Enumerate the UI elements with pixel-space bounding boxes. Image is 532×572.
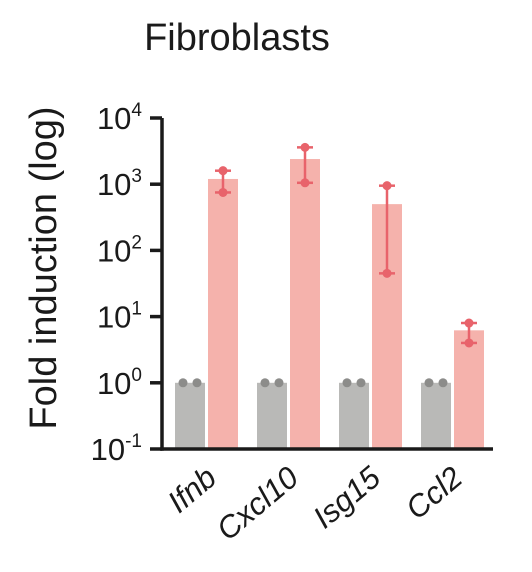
data-point-isg15-s1-1 <box>382 268 392 278</box>
data-point-cxcl10-s0-1 <box>274 378 284 388</box>
data-point-cxcl10-s0-0 <box>260 378 270 388</box>
y-tick-label-base: 10 <box>97 366 131 401</box>
bar-cxcl10-s0 <box>257 382 287 449</box>
y-tick-label-base: 10 <box>97 101 131 136</box>
y-tick-label-1: 101 <box>97 299 142 335</box>
y-tick-label-exponent: 4 <box>131 100 142 121</box>
y-tick-label-base: 10 <box>97 167 131 202</box>
y-tick-label-4: 104 <box>97 100 142 136</box>
x-tick-label-ccl2: Ccl2 <box>399 460 469 527</box>
bar-isg15-s0 <box>339 382 369 449</box>
y-tick-label-base: 10 <box>97 233 131 268</box>
bar-cxcl10-s1 <box>290 159 320 449</box>
data-point-cxcl10-s1-1 <box>300 178 310 188</box>
y-tick-label-exponent: 3 <box>131 166 142 187</box>
data-point-ccl2-s1-0 <box>464 318 474 328</box>
data-point-cxcl10-s1-0 <box>300 142 310 152</box>
data-point-isg15-s1-0 <box>382 181 392 191</box>
x-tick-label-cxcl10: Cxcl10 <box>210 460 305 548</box>
y-tick-label-exponent: 2 <box>131 232 142 253</box>
x-tick-label-ifnb: Ifnb <box>161 460 223 520</box>
y-tick-label--1: 10-1 <box>91 431 142 467</box>
y-tick-label-exponent: 1 <box>131 299 142 320</box>
chart-title: Fibroblasts <box>144 17 330 59</box>
y-tick-label-base: 10 <box>97 300 131 335</box>
bar-ifnb-s1 <box>208 178 238 450</box>
y-tick-label-3: 103 <box>97 166 142 202</box>
bar-ccl2-s1 <box>454 330 484 449</box>
data-point-ifnb-s1-1 <box>218 187 228 197</box>
bar-ccl2-s0 <box>421 382 451 449</box>
y-tick-label-0: 100 <box>97 365 142 401</box>
data-point-ifnb-s0-1 <box>192 378 202 388</box>
y-axis-label: Fold induction (log) <box>23 106 65 429</box>
data-point-ifnb-s0-0 <box>178 378 188 388</box>
data-point-ccl2-s0-0 <box>424 378 434 388</box>
y-tick-label-base: 10 <box>91 432 125 467</box>
y-tick-label-exponent: -1 <box>125 431 142 452</box>
data-point-isg15-s0-1 <box>356 378 366 388</box>
x-tick-label-isg15: Isg15 <box>306 459 387 535</box>
data-point-ccl2-s1-1 <box>464 338 474 348</box>
data-point-ccl2-s0-1 <box>438 378 448 388</box>
bar-ifnb-s0 <box>175 382 205 449</box>
y-tick-label-exponent: 0 <box>131 365 142 386</box>
y-tick-label-2: 102 <box>97 232 142 268</box>
data-point-isg15-s0-0 <box>342 378 352 388</box>
data-point-ifnb-s1-0 <box>218 166 228 176</box>
